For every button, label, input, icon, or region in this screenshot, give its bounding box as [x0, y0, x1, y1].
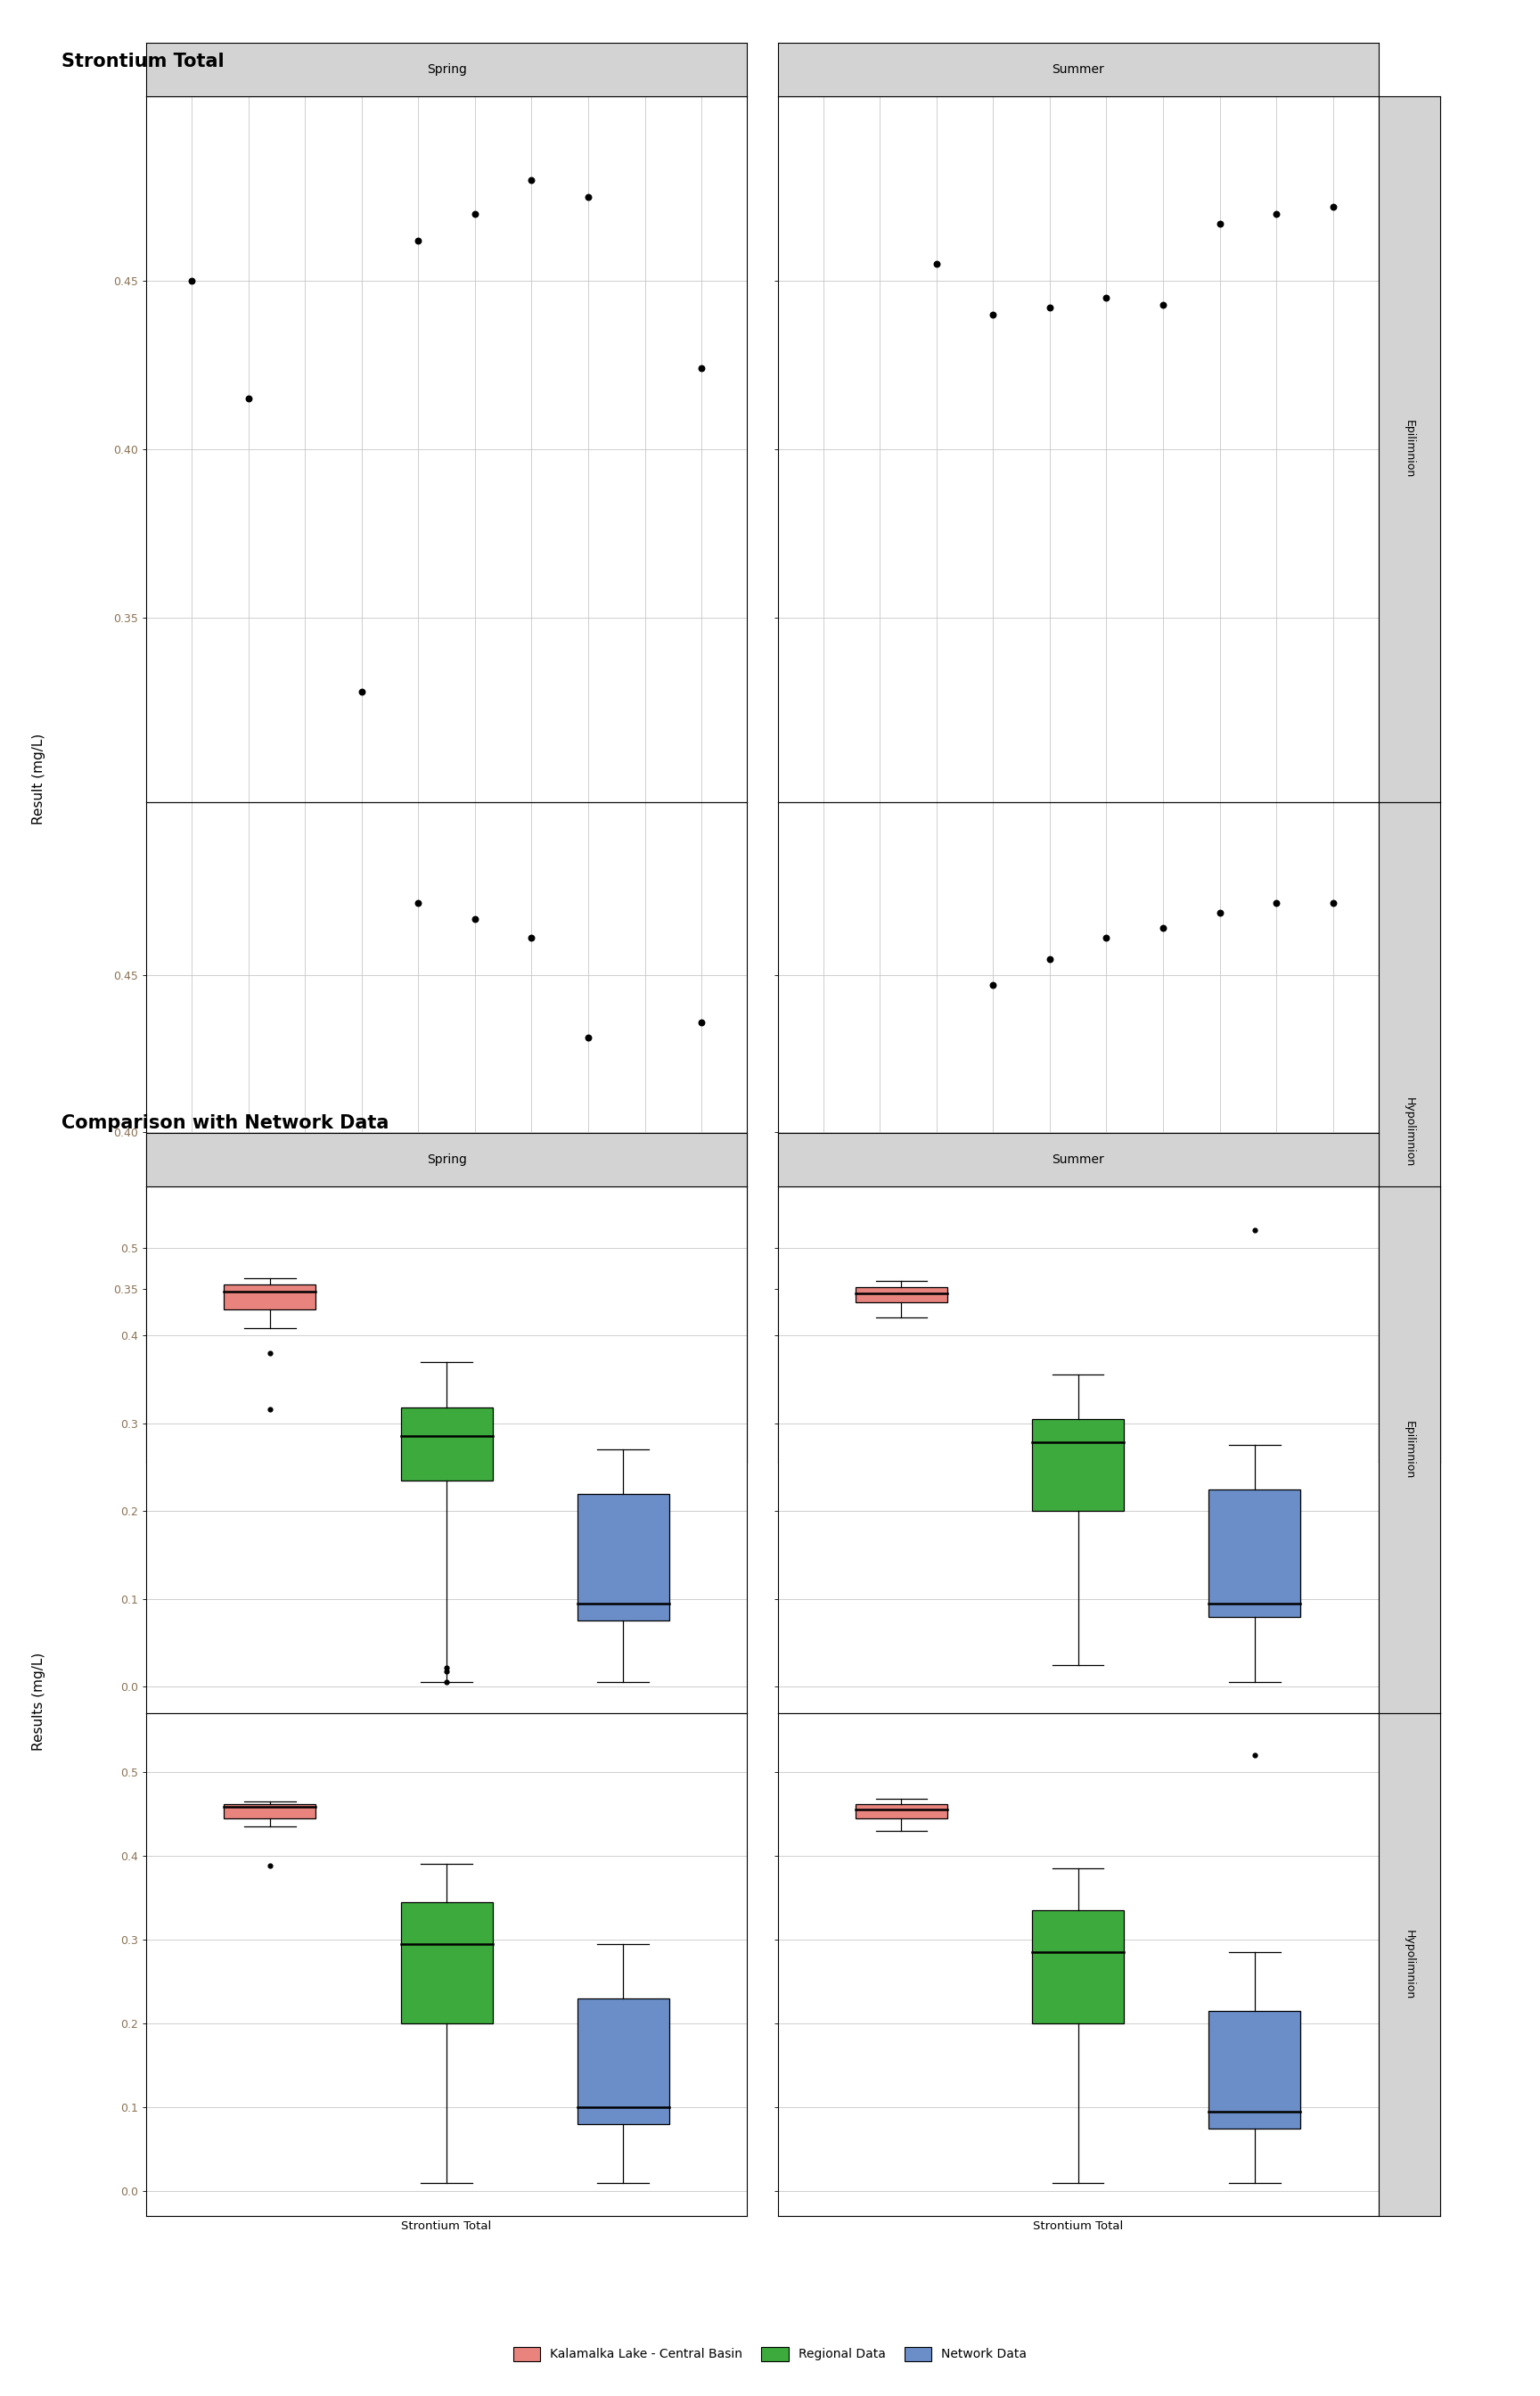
- Point: [924, 244, 949, 283]
- Point: [407, 884, 431, 922]
- Point: [462, 194, 487, 232]
- Text: Results (mg/L): Results (mg/L): [32, 1651, 45, 1751]
- Text: Spring: Spring: [427, 1152, 467, 1167]
- Point: [519, 161, 544, 199]
- Point: [179, 261, 203, 300]
- Text: Spring: Spring: [427, 62, 467, 77]
- Point: [257, 1335, 282, 1373]
- Point: [1321, 187, 1346, 225]
- Point: [1243, 1735, 1267, 1773]
- Text: Strontium Total: Strontium Total: [62, 53, 225, 69]
- Bar: [1032, 1418, 1124, 1512]
- Bar: [400, 1406, 493, 1481]
- Point: [434, 1651, 459, 1689]
- Point: [1038, 939, 1063, 978]
- Point: [981, 966, 1006, 1004]
- Text: Summer: Summer: [1052, 1152, 1104, 1167]
- Bar: [223, 1284, 316, 1308]
- Point: [1093, 918, 1118, 956]
- Bar: [1209, 2010, 1301, 2128]
- Point: [350, 1129, 374, 1167]
- Point: [1038, 290, 1063, 328]
- Text: Epilimnion: Epilimnion: [1403, 1421, 1415, 1478]
- Point: [407, 220, 431, 259]
- Text: Result (mg/L): Result (mg/L): [32, 733, 45, 824]
- Point: [257, 1847, 282, 1886]
- Point: [1243, 1210, 1267, 1248]
- Bar: [400, 1902, 493, 2022]
- Point: [1264, 194, 1289, 232]
- Point: [1207, 204, 1232, 242]
- Bar: [855, 1287, 947, 1301]
- Point: [519, 918, 544, 956]
- Text: Comparison with Network Data: Comparison with Network Data: [62, 1114, 390, 1131]
- Point: [257, 1390, 282, 1428]
- Legend: Kalamalka Lake - Central Basin, Regional Data, Network Data: Kalamalka Lake - Central Basin, Regional…: [508, 2341, 1032, 2365]
- Point: [1264, 884, 1289, 922]
- Text: Hypolimnion: Hypolimnion: [1403, 1929, 1415, 2001]
- Text: Epilimnion: Epilimnion: [1403, 419, 1415, 479]
- Point: [434, 1663, 459, 1701]
- Bar: [223, 1804, 316, 1819]
- Point: [576, 1018, 601, 1057]
- Point: [1207, 894, 1232, 932]
- Point: [576, 177, 601, 216]
- Point: [462, 898, 487, 937]
- Bar: [578, 1998, 670, 2125]
- Point: [350, 673, 374, 712]
- Bar: [855, 1804, 947, 1819]
- Point: [236, 379, 260, 417]
- Point: [690, 1004, 715, 1042]
- Point: [690, 350, 715, 388]
- Bar: [578, 1493, 670, 1622]
- Point: [1150, 285, 1175, 323]
- Bar: [1209, 1488, 1301, 1617]
- Point: [981, 295, 1006, 333]
- Bar: [1032, 1910, 1124, 2022]
- Point: [434, 1648, 459, 1687]
- Text: Hypolimnion: Hypolimnion: [1403, 1097, 1415, 1167]
- Point: [1321, 884, 1346, 922]
- Point: [1150, 908, 1175, 946]
- Text: Summer: Summer: [1052, 62, 1104, 77]
- Point: [1093, 278, 1118, 316]
